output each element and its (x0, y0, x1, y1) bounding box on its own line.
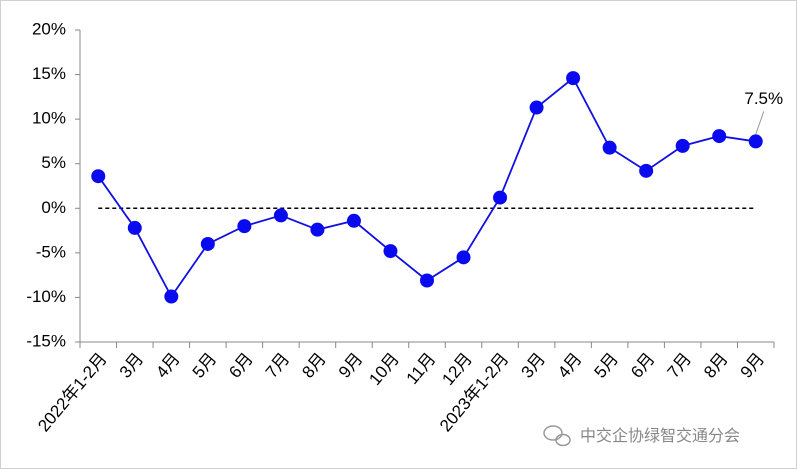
y-tick-label: 15% (32, 64, 66, 83)
point (91, 169, 106, 184)
point (200, 236, 215, 251)
point (456, 250, 471, 265)
point (602, 140, 617, 155)
value-label: 7.5% (744, 89, 783, 108)
y-tick-label: 20% (32, 19, 66, 38)
point (127, 220, 142, 235)
y-tick-label: 10% (32, 109, 66, 128)
point (310, 222, 325, 237)
point (273, 208, 288, 223)
point (420, 273, 434, 288)
point (566, 71, 581, 86)
watermark: 中交企协绿智交通分会 (580, 427, 740, 445)
point (164, 289, 179, 304)
y-tick-label: 0% (41, 198, 66, 217)
y-tick-label: -10% (26, 287, 66, 306)
point (383, 244, 398, 259)
point (529, 100, 544, 115)
point (675, 138, 690, 153)
y-tick-label: 5% (41, 153, 66, 172)
point (712, 129, 727, 144)
wechat-icon (543, 425, 571, 447)
point (748, 134, 763, 149)
point (639, 163, 654, 178)
y-tick-label: -15% (26, 331, 66, 350)
point (346, 213, 361, 228)
label-leader (755, 111, 765, 135)
point (237, 219, 252, 234)
y-tick-label: -5% (36, 242, 66, 261)
point (493, 190, 508, 205)
